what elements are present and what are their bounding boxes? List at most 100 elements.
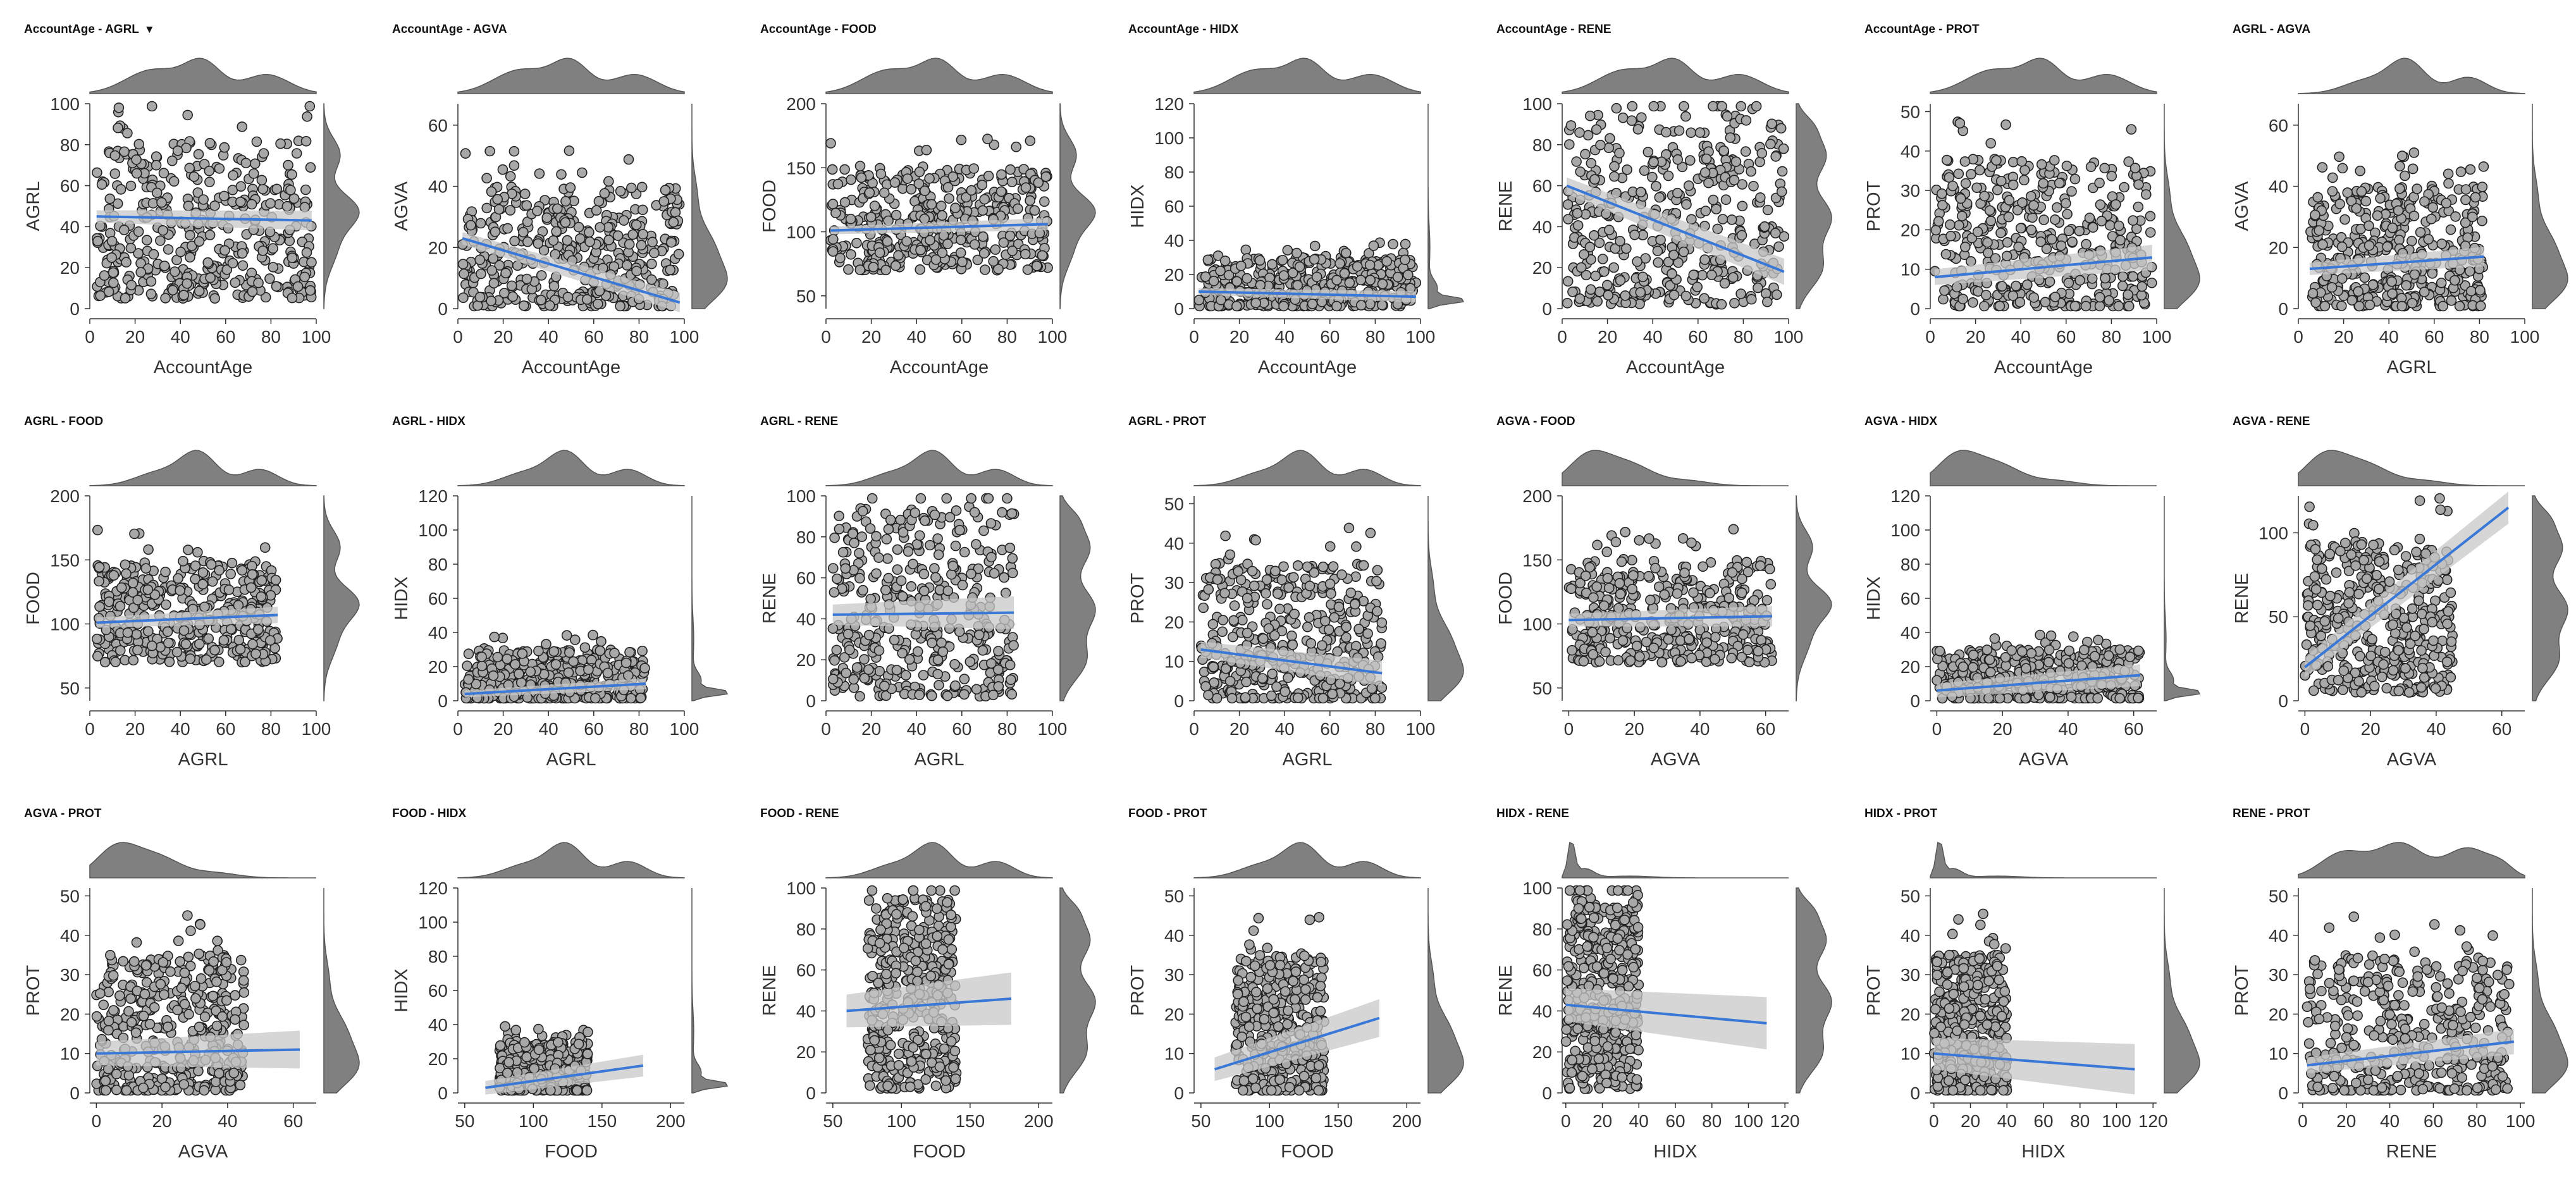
data-point [2080, 300, 2092, 312]
data-point [929, 563, 940, 574]
data-point [2460, 217, 2471, 228]
dropdown-caret-icon[interactable]: ▼ [144, 23, 155, 35]
data-point [1584, 242, 1596, 252]
data-point [2477, 215, 2487, 226]
data-point [1737, 179, 1748, 190]
data-point [647, 237, 658, 248]
data-point [475, 218, 486, 229]
data-point [854, 691, 865, 702]
chart-title: AGRL - HIDX [392, 415, 465, 429]
data-point [1957, 211, 1968, 221]
data-point [2408, 211, 2420, 221]
data-point [2140, 189, 2152, 200]
data-point [119, 225, 130, 235]
data-point [484, 145, 495, 157]
x-axis-label: AccountAge [154, 357, 252, 378]
data-point [827, 199, 839, 209]
chart-panel: AGRL - HIDX 0 20 40 60 80 100 120 0 20 40 60 80 100 AG… [368, 392, 735, 784]
data-point [1945, 219, 1956, 230]
data-point [1941, 154, 1952, 166]
data-point [114, 601, 126, 612]
data-point [2145, 227, 2156, 238]
data-point [946, 569, 957, 580]
data-point [2052, 202, 2062, 213]
data-point [979, 194, 990, 205]
data-point [595, 222, 605, 233]
data-point [1353, 624, 1364, 634]
data-point [591, 205, 602, 216]
data-point [639, 663, 650, 674]
data-point [92, 235, 103, 247]
data-point [988, 689, 999, 701]
x-density-curve [1193, 58, 1421, 94]
y-tick-label: 100 [786, 486, 816, 506]
data-point [1277, 254, 1288, 266]
data-point [1589, 230, 1599, 241]
data-point [827, 246, 839, 257]
data-point [658, 278, 669, 289]
y-tick-label: 200 [50, 486, 80, 506]
data-point [2003, 211, 2014, 223]
data-point [915, 245, 926, 256]
data-point [1614, 147, 1625, 159]
data-point [1007, 245, 1018, 256]
data-point [518, 226, 529, 238]
y-axis-label: PROT [1128, 572, 1148, 624]
data-point [1221, 663, 1231, 674]
data-point [1208, 662, 1219, 672]
data-point [936, 637, 947, 648]
trend-line [1566, 184, 1785, 273]
x-tick-label: 100 [302, 719, 331, 739]
data-point [1007, 567, 1018, 579]
data-point [2346, 295, 2358, 306]
trend-line [96, 215, 312, 222]
data-point [603, 235, 614, 245]
data-point [1991, 155, 2002, 166]
x-tick-label: 100 [1774, 327, 1804, 347]
data-point [233, 600, 244, 611]
data-point [891, 665, 903, 675]
data-point [2334, 151, 2345, 163]
data-point [908, 558, 918, 570]
data-point [122, 128, 133, 139]
data-point [1365, 527, 1376, 539]
data-point [305, 285, 316, 296]
data-point [827, 623, 839, 634]
data-point [108, 267, 119, 278]
data-point [128, 577, 139, 589]
data-point [1651, 181, 1661, 192]
data-point [1319, 615, 1331, 627]
data-point [1697, 269, 1708, 281]
data-point [956, 234, 966, 245]
data-point [1930, 225, 1942, 236]
data-point [209, 644, 220, 656]
data-point [2084, 213, 2095, 223]
data-point [1008, 640, 1019, 651]
data-point [1571, 156, 1582, 167]
data-point [1339, 268, 1350, 279]
x-tick-label: 0 [1925, 327, 1935, 347]
data-point [1340, 247, 1352, 259]
data-point [1012, 203, 1023, 214]
data-point [1997, 281, 2007, 292]
data-point [1236, 261, 1247, 271]
data-point [1255, 280, 1266, 291]
chart-title-text: AGRL - RENE [760, 415, 839, 428]
x-tick-label: 60 [216, 719, 235, 739]
data-point [1753, 282, 1763, 293]
data-point [213, 657, 225, 667]
data-point [1699, 293, 1710, 304]
y-tick-label: 40 [428, 177, 448, 197]
data-point [2128, 271, 2138, 282]
data-point [1708, 101, 1718, 112]
data-point [2000, 119, 2011, 130]
data-point [1668, 249, 1679, 261]
data-point [1995, 175, 2007, 187]
y-tick-label: 100 [50, 94, 80, 114]
data-point [631, 219, 642, 230]
data-point [1661, 149, 1672, 160]
data-point [2050, 292, 2061, 302]
data-point [2055, 240, 2067, 251]
data-point [2310, 297, 2321, 308]
